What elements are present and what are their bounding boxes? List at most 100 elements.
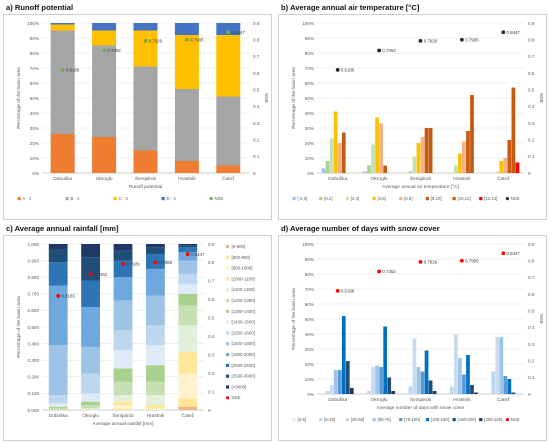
bar-segment — [48, 395, 68, 404]
nse-point — [377, 48, 381, 53]
bar-segment — [113, 300, 133, 331]
y-tick-label: 90% — [305, 257, 314, 262]
bar — [511, 392, 516, 394]
legend-swatch — [425, 197, 430, 201]
y-tick-label: 40% — [305, 332, 314, 337]
bar-segment — [146, 268, 165, 296]
bar-segment — [50, 134, 75, 173]
nse-data-label: 0.6186 — [341, 289, 355, 294]
nse-data-label: 0.7352 — [94, 272, 108, 277]
legend-label: [150-200] — [458, 417, 476, 422]
bar-segment — [50, 24, 75, 31]
nse-point — [460, 258, 464, 263]
y2-tick-label: 0.9 — [208, 242, 215, 247]
y2-tick-label: 0.8 — [253, 37, 260, 42]
bar — [321, 168, 326, 173]
nse-point — [143, 38, 148, 43]
category-label: Čatež — [497, 396, 510, 403]
nse-data-label: 0.8447 — [507, 251, 521, 256]
bar — [424, 350, 429, 394]
y2-tick-label: 0.5 — [208, 316, 215, 321]
annual-rainfall-chart: 0.0000.1000.2000.3000.4000.5000.6000.700… — [16, 242, 255, 427]
y2-tick-label: 0.2 — [528, 137, 535, 142]
bar-segment — [146, 395, 165, 406]
nse-point — [335, 289, 340, 293]
y-tick-label: 30% — [30, 126, 39, 131]
nse-data-label: 0.8447 — [232, 30, 246, 35]
legend-swatch — [226, 342, 230, 346]
bar — [371, 367, 375, 394]
bar-segment — [178, 305, 198, 326]
bar-segment — [92, 45, 117, 137]
legend-label: [2000-2500] — [232, 363, 255, 368]
nse-data-label: 0.6186 — [341, 68, 355, 73]
category-label: Dobuška — [328, 176, 347, 182]
category-label: Hrastnik — [453, 176, 471, 182]
bar — [428, 128, 433, 173]
bar — [345, 361, 350, 394]
bar — [325, 161, 330, 173]
x-axis-title: Runoff potential — [129, 184, 163, 190]
category-label: Hrastnik — [453, 397, 471, 403]
category-label: Hrastnik — [147, 413, 165, 419]
legend-label: [12,14] — [484, 196, 497, 201]
legend-swatch — [372, 418, 376, 422]
y-tick-label: 90% — [305, 36, 314, 41]
bar-segment — [178, 252, 198, 261]
bar-segment — [81, 346, 100, 374]
category-label: Okrogło — [371, 176, 388, 182]
y2-tick-label: 0 — [208, 408, 211, 413]
bar-segment — [48, 403, 68, 407]
bar-segment — [50, 30, 75, 134]
bar-segment — [174, 89, 199, 161]
nse-data-label: 0.6186 — [66, 68, 80, 73]
bar-segment — [113, 401, 133, 406]
legend-swatch — [226, 396, 230, 400]
bar — [367, 391, 371, 394]
bar — [420, 137, 425, 173]
bar — [503, 376, 508, 394]
legend-swatch — [399, 418, 403, 422]
bar — [329, 138, 334, 173]
bar-segment — [133, 66, 158, 151]
y2-tick-label: 0.4 — [208, 334, 215, 339]
category-label: Čatež — [497, 175, 510, 182]
bar-segment — [81, 408, 100, 410]
bar-segment — [113, 381, 133, 396]
bar-segment — [81, 244, 100, 258]
category-label: Dobuška — [49, 413, 68, 419]
bar-segment — [48, 285, 68, 346]
bar-segment — [178, 398, 198, 407]
y-tick-label: 0.000 — [28, 408, 40, 413]
snow-cover-chart: 0% 10% 20% 30% 40% 50% 60% 70% 80% 90% 100% 0 0.1 0.2… — [291, 242, 544, 422]
legend-label: [25-50] — [351, 417, 364, 422]
legend-swatch — [479, 197, 483, 201]
bar-segment — [113, 395, 133, 402]
y-tick-label: 10% — [30, 156, 39, 161]
y-tick-label: 40% — [30, 111, 39, 116]
legend-label: [900-1000] — [232, 266, 253, 271]
y2-tick-label: 0.6 — [528, 71, 535, 76]
legend-label: NSE — [511, 196, 520, 201]
legend-swatch — [161, 197, 165, 201]
y-tick-label: 10% — [305, 156, 314, 161]
bar-segment — [146, 295, 165, 326]
y2-tick-label: 0.6 — [528, 292, 535, 297]
legend-label: NSE — [511, 417, 520, 422]
bar-segment — [146, 244, 165, 248]
legend-label: C - 3 — [119, 196, 129, 201]
bar — [416, 367, 421, 394]
bar — [412, 338, 417, 394]
bar-segment — [178, 406, 198, 410]
bar-segment — [81, 373, 100, 394]
bar-segment — [113, 250, 133, 261]
nse-point — [460, 37, 464, 42]
category-label: Šentjakob — [410, 396, 432, 403]
bar — [367, 165, 371, 173]
y2-tick-label: 0.8 — [528, 258, 535, 263]
y-tick-label: 50% — [305, 96, 314, 101]
legend-label: [4,6] — [378, 196, 386, 201]
category-label: Šentjakob — [135, 175, 157, 182]
bar-segment — [178, 351, 198, 374]
bar-segment — [146, 405, 165, 409]
